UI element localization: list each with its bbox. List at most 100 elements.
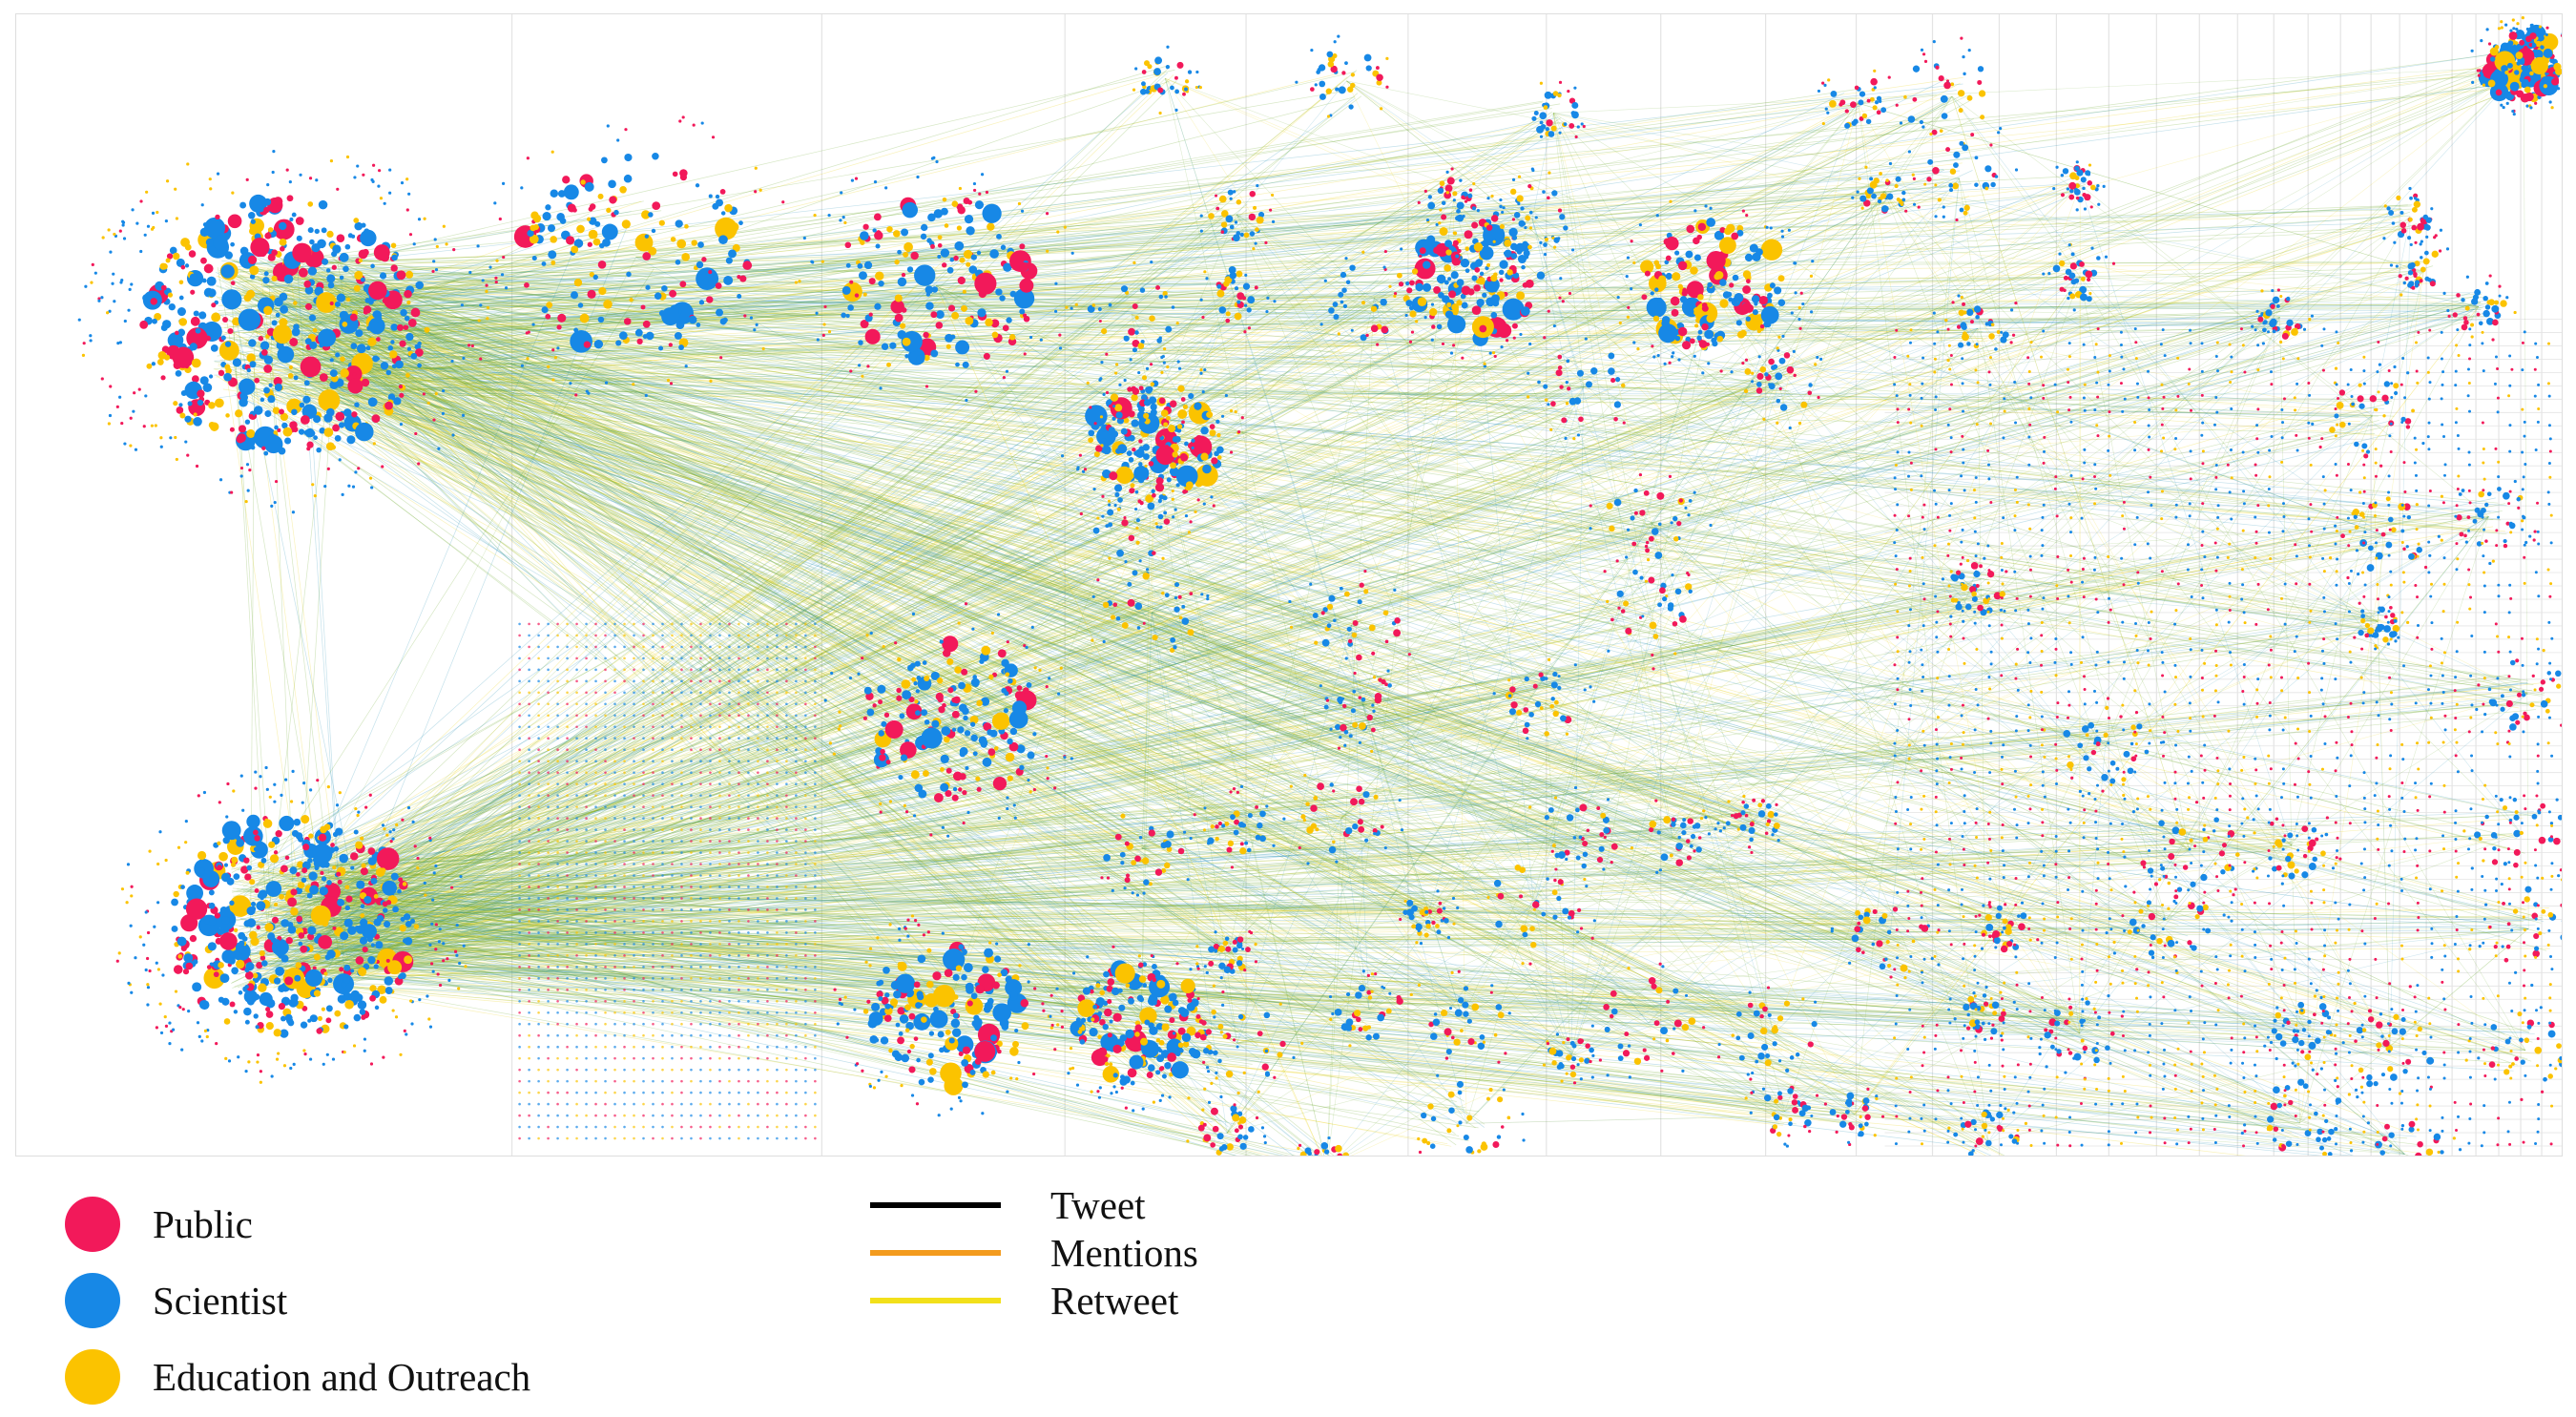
network-edge (299, 394, 2392, 402)
network-node (982, 1071, 989, 1078)
network-edge (349, 346, 1134, 851)
network-edge (284, 276, 2090, 292)
network-edge (317, 203, 1248, 943)
network-node (904, 1004, 911, 1011)
network-edge (242, 368, 2360, 422)
network-node (935, 692, 944, 701)
network-edge (286, 318, 1140, 393)
network-node (371, 163, 376, 167)
network-edge (247, 907, 1436, 972)
network-node (877, 1078, 881, 1082)
network-edge (340, 257, 2147, 932)
network-node (461, 413, 466, 417)
network-edge (316, 546, 2379, 888)
network-node (992, 776, 1008, 791)
network-edge (352, 364, 1641, 589)
network-edge (250, 269, 2414, 1050)
network-edge (313, 315, 1369, 1026)
network-node (912, 814, 917, 818)
network-node (729, 222, 739, 232)
network-node (263, 271, 269, 277)
network-node (976, 699, 983, 707)
network-edge (318, 833, 1673, 964)
network-node (945, 344, 951, 349)
network-edge (293, 919, 1768, 1018)
network-node (1182, 1041, 1190, 1048)
network-node (1490, 311, 1498, 319)
network-node (486, 305, 490, 310)
network-node (1015, 1077, 1019, 1081)
network-node (349, 313, 358, 322)
network-edge (311, 939, 1241, 1137)
network-node (343, 1024, 349, 1030)
network-edge (243, 923, 2093, 1033)
network-edge (303, 432, 2394, 935)
network-edge (331, 884, 1372, 1015)
network-node (476, 244, 480, 248)
network-edge (247, 735, 954, 956)
network-node (878, 996, 883, 1001)
network-node (289, 866, 298, 875)
network-node (583, 341, 592, 348)
network-node (185, 870, 190, 875)
network-node (485, 289, 488, 293)
network-node (125, 901, 129, 905)
network-node (343, 1051, 346, 1054)
network-node (301, 877, 307, 884)
network-edge (305, 209, 1464, 942)
network-edge (350, 84, 2538, 293)
network-node (913, 981, 921, 989)
network-node (966, 810, 970, 815)
network-edge (333, 303, 2372, 619)
network-node (230, 862, 237, 867)
network-node (1438, 292, 1444, 299)
network-node (208, 422, 216, 428)
network-edge (331, 397, 1992, 1156)
network-edge (331, 366, 2156, 940)
network-node (696, 267, 719, 291)
network-node (470, 344, 474, 348)
network-edge (297, 227, 2407, 866)
network-node (259, 1070, 262, 1073)
network-node (382, 298, 388, 304)
network-node (321, 227, 327, 234)
network-edge (270, 812, 2540, 937)
network-edge (356, 297, 2485, 344)
network-edge (335, 383, 970, 1028)
network-node (901, 228, 909, 237)
network-edge (323, 306, 942, 999)
network-node (210, 344, 218, 352)
network-node (286, 195, 294, 202)
network-node (481, 279, 485, 282)
network-edge (266, 299, 1568, 847)
network-node (1167, 1030, 1177, 1040)
network-edge (269, 922, 1796, 1047)
network-node (308, 1057, 313, 1061)
network-node (945, 767, 952, 774)
network-node (678, 119, 682, 123)
network-edge (308, 505, 1122, 919)
network-edge (288, 825, 2190, 947)
network-edge (305, 810, 1352, 869)
network-node (1521, 264, 1526, 270)
network-node (550, 236, 557, 243)
network-edge (252, 380, 2176, 871)
network-edge (309, 396, 339, 871)
network-node (367, 847, 376, 855)
network-node (1444, 240, 1453, 248)
network-node (318, 833, 327, 842)
network-node (383, 827, 386, 831)
network-node (930, 349, 939, 358)
network-edge (282, 585, 1972, 954)
network-node (923, 331, 929, 339)
network-node (381, 465, 384, 469)
network-edge (293, 827, 1748, 917)
network-node (1696, 335, 1702, 341)
network-node (183, 953, 194, 964)
network-node (203, 1029, 208, 1032)
network-node (959, 1099, 963, 1103)
network-edge (331, 328, 2275, 887)
network-node (966, 261, 971, 267)
network-node (273, 782, 277, 786)
network-node (1164, 1062, 1172, 1070)
